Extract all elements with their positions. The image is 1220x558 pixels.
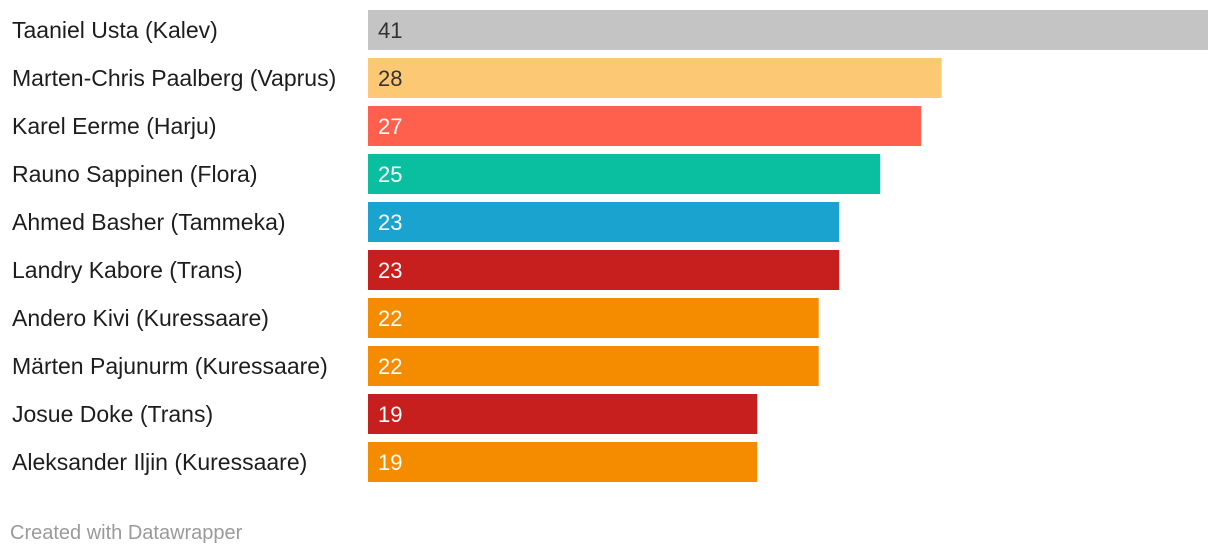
- bar-value-label: 41: [378, 18, 402, 43]
- bar-value-label: 23: [378, 258, 402, 283]
- bar-value-label: 19: [378, 450, 402, 475]
- bar-value-label: 23: [378, 210, 402, 235]
- bar: [368, 394, 758, 434]
- bar: [368, 442, 758, 482]
- bar: [368, 346, 819, 386]
- bar: [368, 10, 1208, 50]
- bar: [368, 250, 840, 290]
- category-label: Karel Eerme (Harju): [12, 113, 217, 139]
- category-label: Märten Pajunurm (Kuressaare): [12, 353, 328, 379]
- bar-value-label: 19: [378, 402, 402, 427]
- category-label: Ahmed Basher (Tammeka): [12, 209, 286, 235]
- bar: [368, 58, 942, 98]
- category-label: Landry Kabore (Trans): [12, 257, 243, 283]
- bar: [368, 106, 922, 146]
- bar-value-label: 22: [378, 354, 402, 379]
- bar-value-label: 25: [378, 162, 402, 187]
- bar-value-label: 28: [378, 66, 402, 91]
- category-label: Andero Kivi (Kuressaare): [12, 305, 269, 331]
- category-label: Taaniel Usta (Kalev): [12, 17, 218, 43]
- bar: [368, 298, 819, 338]
- category-label: Marten-Chris Paalberg (Vaprus): [12, 65, 336, 91]
- datawrapper-credit: Created with Datawrapper: [10, 522, 243, 544]
- bar-chart: Taaniel Usta (Kalev) 41 Marten-Chris Paalb…: [12, 10, 1208, 482]
- category-label: Aleksander Iljin (Kuressaare): [12, 449, 307, 475]
- bar-value-label: 22: [378, 306, 402, 331]
- category-label: Josue Doke (Trans): [12, 401, 213, 427]
- bar: [368, 154, 881, 194]
- bar-value-label: 27: [378, 114, 402, 139]
- category-label: Rauno Sappinen (Flora): [12, 161, 257, 187]
- bar: [368, 202, 840, 242]
